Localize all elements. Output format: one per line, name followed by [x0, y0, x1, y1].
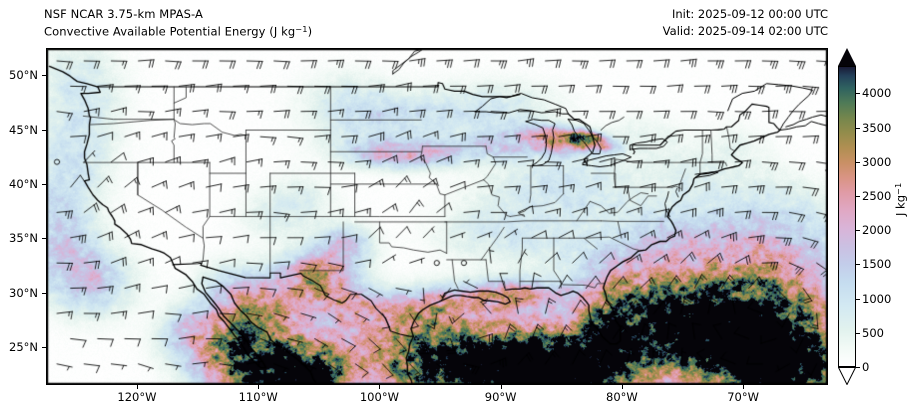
lon-tick-80: 80°W	[606, 390, 638, 404]
lat-tick-50: 50°N	[9, 68, 38, 83]
time-stamp-block: Init: 2025-09-12 00:00 UTC Valid: 2025-0…	[663, 6, 828, 39]
colorbar-tick-label-4000: 4000	[862, 86, 892, 101]
cape-field-canvas	[47, 49, 827, 384]
lon-tick-110: 110°W	[238, 390, 278, 404]
colorbar-tickmark	[856, 195, 860, 197]
lat-tick-25: 25°N	[9, 339, 38, 354]
title-block: NSF NCAR 3.75-km MPAS-A Convective Avail…	[44, 6, 312, 40]
colorbar-unit-text: J kg	[893, 194, 908, 216]
colorbar-tickmark	[856, 93, 860, 95]
lat-tick-45: 45°N	[9, 122, 38, 137]
lat-tickmark	[42, 75, 46, 77]
lat-tickmark	[42, 346, 46, 348]
colorbar-under-arrow	[838, 367, 856, 385]
colorbar-tick-label-2000: 2000	[862, 223, 892, 238]
field-title: Convective Available Potential Energy (J…	[44, 23, 312, 40]
lon-tickmark	[743, 385, 745, 389]
lon-tick-100: 100°W	[359, 390, 399, 404]
lat-tickmark	[42, 129, 46, 131]
latitude-axis-labels: 50°N 45°N 40°N 35°N 30°N 25°N	[0, 0, 42, 418]
colorbar-tick-label-1500: 1500	[862, 257, 892, 272]
colorbar-over-arrow	[838, 48, 856, 66]
colorbar-gradient	[838, 66, 856, 367]
lat-tick-30: 30°N	[9, 285, 38, 300]
colorbar[interactable]	[838, 48, 856, 385]
lon-tick-90: 90°W	[484, 390, 517, 404]
colorbar-tickmark	[856, 332, 860, 334]
lat-tickmark	[42, 292, 46, 294]
field-title-text: Convective Available Potential Energy (J…	[44, 24, 296, 39]
lon-tickmark	[500, 385, 502, 389]
colorbar-tick-label-500: 500	[862, 325, 884, 340]
colorbar-tick-label-0: 0	[862, 360, 870, 374]
lon-tickmark	[379, 385, 381, 389]
lat-tickmark	[42, 238, 46, 240]
colorbar-tickmark	[856, 230, 860, 232]
colorbar-tick-label-3000: 3000	[862, 154, 892, 169]
colorbar-tickmark	[856, 264, 860, 266]
valid-time-label: Valid: 2025-09-14 02:00 UTC	[662, 23, 828, 38]
lat-tick-35: 35°N	[9, 231, 38, 246]
colorbar-tickmark	[856, 367, 860, 368]
map-plot-area[interactable]	[46, 48, 828, 385]
colorbar-unit-exponent: −1	[893, 182, 903, 195]
lon-tick-70: 70°W	[727, 390, 760, 404]
lat-tick-40: 40°N	[9, 176, 38, 191]
colorbar-tickmark	[856, 127, 860, 129]
colorbar-tick-label-3500: 3500	[862, 120, 892, 135]
colorbar-tickmark	[856, 298, 860, 300]
colorbar-unit-label: J kg−1	[893, 183, 908, 216]
field-title-exponent: −1	[295, 23, 308, 34]
model-title: NSF NCAR 3.75-km MPAS-A	[44, 7, 203, 21]
lon-tickmark	[621, 385, 623, 389]
colorbar-ticks: 0 500 1000 1500 2000 2500 3000 3500 4000	[838, 0, 923, 374]
colorbar-tick-label-1000: 1000	[862, 291, 892, 306]
init-time-label: Init: 2025-09-12 00:00 UTC	[672, 7, 828, 21]
colorbar-tick-label-2500: 2500	[862, 188, 892, 203]
field-title-tail: )	[307, 24, 313, 39]
lon-tickmark	[258, 385, 260, 389]
lon-tick-120: 120°W	[117, 390, 157, 404]
lat-tickmark	[42, 183, 46, 185]
lon-tickmark	[136, 385, 138, 389]
colorbar-tickmark	[856, 161, 860, 163]
